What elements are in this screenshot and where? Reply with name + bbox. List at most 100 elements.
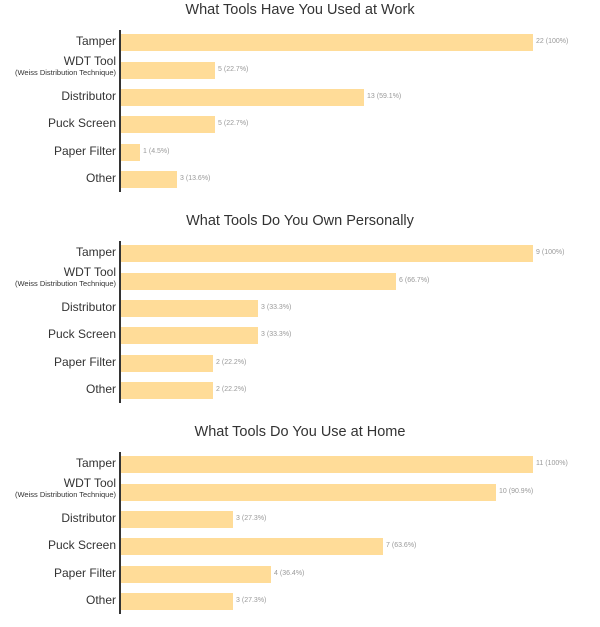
category-label: WDT Tool	[63, 265, 116, 279]
category-label: Puck Screen	[47, 538, 116, 552]
bar-value-label: 7 (63.6%)	[386, 542, 416, 549]
bar	[121, 565, 271, 583]
bar-value: 3	[261, 304, 265, 311]
bar-value: 11	[536, 460, 544, 467]
bar-value-label: 3 (33.3%)	[261, 304, 291, 311]
category-label: Distributor	[61, 89, 116, 103]
bar	[121, 483, 496, 501]
bar-value: 22	[536, 38, 544, 45]
bar	[121, 33, 533, 51]
bar-value: 9	[536, 249, 540, 256]
bar-value-label: 2 (22.2%)	[216, 359, 246, 366]
bar-value: 3	[236, 597, 240, 604]
category-label: Other	[85, 171, 116, 185]
category-label: Tamper	[75, 34, 116, 48]
category-sublabel: (Weiss Distribution Technique)	[14, 490, 116, 499]
bar-percent: (100%)	[545, 38, 569, 45]
category-sublabel: (Weiss Distribution Technique)	[14, 68, 116, 77]
bar-value: 1	[143, 148, 147, 155]
bar-value: 6	[399, 277, 403, 284]
bar-value: 5	[218, 66, 222, 73]
bar-value-label: 4 (36.4%)	[274, 570, 304, 577]
y-axis-line	[119, 241, 121, 403]
category-sublabel: (Weiss Distribution Technique)	[14, 279, 116, 288]
bar-value-label: 2 (22.2%)	[216, 386, 246, 393]
bar-value: 5	[218, 120, 222, 127]
bar-value-label: 3 (33.3%)	[261, 331, 291, 338]
bar	[121, 326, 258, 344]
chart-title: What Tools Do You Own Personally	[186, 213, 414, 229]
bar	[121, 510, 233, 528]
category-label: Distributor	[61, 300, 116, 314]
category-label: Other	[85, 382, 116, 396]
bar-value-label: 1 (4.5%)	[143, 148, 169, 155]
bar-percent: (4.5%)	[148, 148, 170, 155]
chart-title: What Tools Do You Use at Home	[194, 424, 406, 440]
category-label: Puck Screen	[47, 327, 116, 341]
bar	[121, 143, 140, 161]
bar-value: 3	[180, 175, 184, 182]
bar	[121, 592, 233, 610]
bar-value: 4	[274, 570, 278, 577]
category-label: Paper Filter	[53, 355, 116, 369]
bar	[121, 299, 258, 317]
bar	[121, 170, 177, 188]
bar-percent: (22.2%)	[221, 359, 247, 366]
bar-percent: (59.1%)	[376, 93, 402, 100]
category-label: Paper Filter	[53, 144, 116, 158]
y-axis-line	[119, 452, 121, 614]
bar-percent: (90.9%)	[508, 488, 534, 495]
bar-value-label: 5 (22.7%)	[218, 66, 248, 73]
bar	[121, 88, 364, 106]
bar-value-label: 3 (27.3%)	[236, 515, 266, 522]
bar-value-label: 6 (66.7%)	[399, 277, 429, 284]
bar	[121, 455, 533, 473]
category-label: Distributor	[61, 511, 116, 525]
bar-value: 2	[216, 359, 220, 366]
category-label: Puck Screen	[47, 116, 116, 130]
category-label: WDT Tool	[63, 54, 116, 68]
chart-panel-2: What Tools Do You Own Personally Tamper 9 …	[0, 211, 600, 416]
bar	[121, 244, 533, 262]
bar	[121, 537, 383, 555]
chart-panel-1: What Tools Have You Used at Work Tamper 22…	[0, 0, 600, 205]
bar	[121, 354, 213, 372]
category-label: Tamper	[75, 245, 116, 259]
bar	[121, 381, 213, 399]
bar-value-label: 13 (59.1%)	[367, 93, 401, 100]
bar-percent: (22.2%)	[221, 386, 247, 393]
category-label: Tamper	[75, 456, 116, 470]
bar-value: 3	[261, 331, 265, 338]
bar	[121, 272, 396, 290]
bar-value: 10	[499, 488, 507, 495]
bar-value-label: 3 (27.3%)	[236, 597, 266, 604]
y-axis-line	[119, 30, 121, 192]
bar-percent: (22.7%)	[223, 120, 249, 127]
bar-percent: (27.3%)	[241, 597, 267, 604]
bar-percent: (33.3%)	[266, 331, 292, 338]
bar-percent: (63.6%)	[391, 542, 417, 549]
category-label: WDT Tool	[63, 476, 116, 490]
chart-panel-3: What Tools Do You Use at Home Tamper 11 (1…	[0, 422, 600, 627]
bar-percent: (33.3%)	[266, 304, 292, 311]
bar-value-label: 10 (90.9%)	[499, 488, 533, 495]
bar-value: 3	[236, 515, 240, 522]
bar-percent: (66.7%)	[404, 277, 430, 284]
bar-percent: (36.4%)	[279, 570, 305, 577]
bar-percent: (100%)	[545, 460, 568, 467]
category-label: Other	[85, 593, 116, 607]
bar-value-label: 3 (13.6%)	[180, 175, 210, 182]
bar-value-label: 5 (22.7%)	[218, 120, 248, 127]
bar-percent: (27.3%)	[241, 515, 267, 522]
bar-percent: (100%)	[541, 249, 565, 256]
bar	[121, 115, 215, 133]
chart-title: What Tools Have You Used at Work	[185, 2, 415, 18]
bar-percent: (13.6%)	[185, 175, 211, 182]
bar-value-label: 11 (100%)	[536, 460, 568, 467]
bar-percent: (22.7%)	[223, 66, 249, 73]
bar-value-label: 22 (100%)	[536, 38, 568, 45]
bar-value: 2	[216, 386, 220, 393]
bar-value: 7	[386, 542, 390, 549]
bar	[121, 61, 215, 79]
